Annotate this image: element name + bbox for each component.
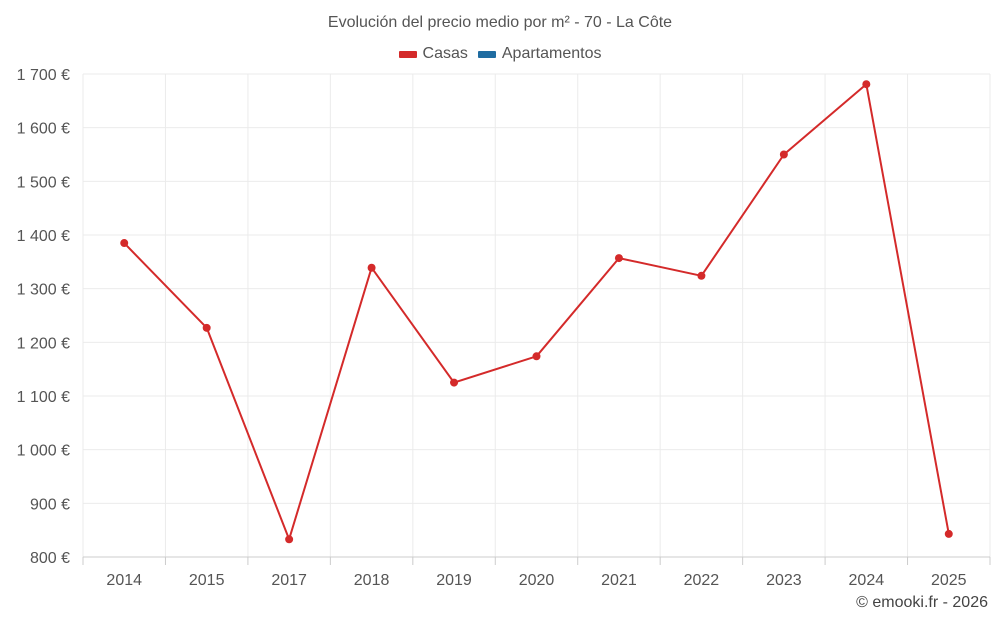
data-point <box>614 254 623 263</box>
data-point <box>120 239 129 248</box>
x-tick-label: 2017 <box>271 572 307 589</box>
x-tick-label: 2019 <box>436 572 472 589</box>
legend-item-casas[interactable]: Casas <box>398 45 468 63</box>
y-tick-label: 1 700 € <box>17 67 70 84</box>
data-point <box>532 352 541 361</box>
chart-title: Evolución del precio medio por m² - 70 -… <box>327 14 673 31</box>
data-point <box>862 80 871 89</box>
data-point <box>944 529 953 538</box>
y-tick-label: 1 400 € <box>17 228 70 245</box>
data-point <box>450 378 459 387</box>
legend-label-casas: Casas <box>422 45 468 62</box>
legend-swatch-apartamentos <box>477 50 496 58</box>
x-tick-label: 2015 <box>189 572 225 589</box>
y-tick-label: 900 € <box>30 496 70 513</box>
x-tick-label: 2018 <box>354 572 390 589</box>
y-tick-label: 1 200 € <box>17 335 70 352</box>
y-tick-label: 1 300 € <box>17 282 70 299</box>
data-point <box>285 535 294 544</box>
x-tick-label: 2022 <box>684 572 720 589</box>
x-tick-label: 2024 <box>849 572 885 589</box>
y-tick-label: 1 500 € <box>17 174 70 191</box>
data-point <box>367 263 376 272</box>
chart-legend: Casas Apartamentos <box>0 45 1000 63</box>
data-point <box>779 150 788 159</box>
x-tick-label: 2025 <box>931 572 967 589</box>
y-tick-label: 1 600 € <box>17 121 70 138</box>
legend-item-apartamentos[interactable]: Apartamentos <box>477 45 602 63</box>
y-tick-label: 1 000 € <box>17 443 70 460</box>
y-tick-label: 1 100 € <box>17 389 70 406</box>
x-tick-label: 2023 <box>766 572 802 589</box>
data-point <box>697 271 706 280</box>
x-tick-label: 2014 <box>106 572 142 589</box>
x-tick-label: 2021 <box>601 572 637 589</box>
legend-label-apartamentos: Apartamentos <box>501 45 602 62</box>
y-tick-label: 800 € <box>30 550 70 567</box>
credit-text: © emooki.fr - 2026 <box>856 594 988 611</box>
data-point <box>202 323 211 332</box>
legend-swatch-casas <box>398 50 417 58</box>
x-tick-label: 2020 <box>519 572 555 589</box>
